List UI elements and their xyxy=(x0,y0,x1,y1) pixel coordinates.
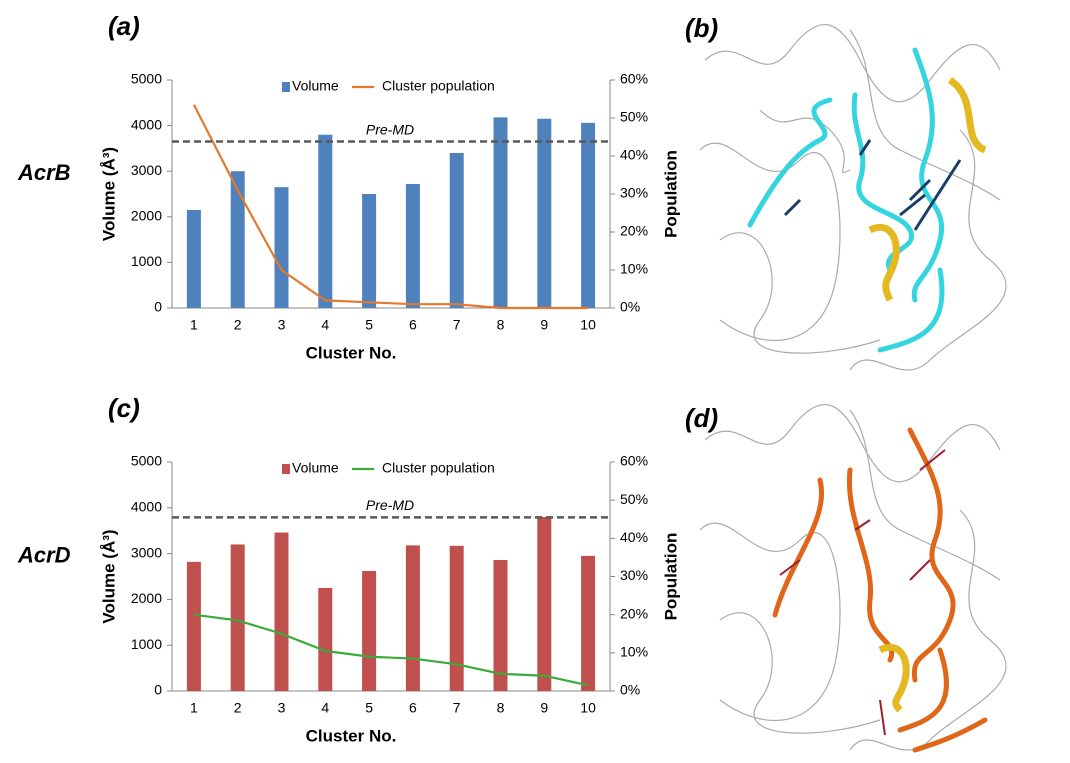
x-tick-label: 1 xyxy=(190,700,198,716)
bar xyxy=(537,119,551,308)
line xyxy=(194,615,588,686)
x-tick-label: 7 xyxy=(453,700,461,716)
y2-tick-label: 0% xyxy=(620,299,640,315)
x-tick-label: 8 xyxy=(497,317,505,333)
x-tick-label: 4 xyxy=(321,317,329,333)
structure-b xyxy=(700,25,1006,370)
y2-tick-label: 20% xyxy=(620,223,648,239)
x-tick-label: 3 xyxy=(278,317,286,333)
y2-tick-label: 40% xyxy=(620,529,648,545)
structure-d xyxy=(700,405,1006,750)
x-tick-label: 10 xyxy=(580,700,596,716)
x-tick-label: 10 xyxy=(580,317,596,333)
y2-tick-label: 10% xyxy=(620,644,648,660)
bar xyxy=(537,517,551,691)
legend-swatch xyxy=(282,82,290,92)
x-tick-label: 9 xyxy=(540,700,548,716)
bar xyxy=(494,560,508,691)
y-axis-title: Volume (Å³) xyxy=(99,147,118,241)
legend-label: Volume xyxy=(292,460,339,476)
x-tick-label: 2 xyxy=(234,700,242,716)
bar xyxy=(275,187,289,308)
y-tick-label: 3000 xyxy=(131,162,162,178)
y-tick-label: 1000 xyxy=(131,636,162,652)
y-tick-label: 5000 xyxy=(131,71,162,87)
x-tick-label: 5 xyxy=(365,700,373,716)
row-label: AcrD xyxy=(17,542,71,567)
bar xyxy=(318,135,332,308)
bar xyxy=(318,588,332,691)
y-tick-label: 5000 xyxy=(131,453,162,469)
y2-tick-label: 20% xyxy=(620,605,648,621)
bar xyxy=(187,210,201,308)
panel-label: (a) xyxy=(108,11,140,41)
y-tick-label: 2000 xyxy=(131,590,162,606)
x-tick-label: 8 xyxy=(497,700,505,716)
reference-label: Pre-MD xyxy=(366,121,414,137)
bar xyxy=(450,153,464,308)
bar xyxy=(581,123,595,308)
x-tick-label: 2 xyxy=(234,317,242,333)
legend-label: Cluster population xyxy=(382,460,495,476)
y2-tick-label: 50% xyxy=(620,109,648,125)
bar xyxy=(406,184,420,308)
y-tick-label: 2000 xyxy=(131,208,162,224)
x-tick-label: 7 xyxy=(453,317,461,333)
panel-label: (b) xyxy=(685,13,718,43)
bar xyxy=(187,562,201,691)
y2-tick-label: 60% xyxy=(620,71,648,87)
y2-axis-title: Population xyxy=(661,150,680,238)
panel-label: (d) xyxy=(685,403,718,433)
bar xyxy=(406,545,420,691)
bar xyxy=(450,546,464,691)
bar xyxy=(494,117,508,308)
y-tick-label: 4000 xyxy=(131,116,162,132)
y-tick-label: 0 xyxy=(154,682,162,698)
y2-axis-title: Population xyxy=(661,533,680,621)
reference-label: Pre-MD xyxy=(366,497,414,513)
y-tick-label: 1000 xyxy=(131,253,162,269)
legend-swatch xyxy=(282,464,290,474)
y2-tick-label: 0% xyxy=(620,682,640,698)
x-axis-title: Cluster No. xyxy=(306,726,397,745)
legend-label: Volume xyxy=(292,78,339,94)
x-tick-label: 4 xyxy=(321,700,329,716)
x-tick-label: 5 xyxy=(365,317,373,333)
bar xyxy=(231,544,245,691)
bar xyxy=(362,571,376,691)
y2-tick-label: 50% xyxy=(620,491,648,507)
legend-label: Cluster population xyxy=(382,78,495,94)
bar xyxy=(362,194,376,308)
x-tick-label: 6 xyxy=(409,700,417,716)
y2-tick-label: 30% xyxy=(620,185,648,201)
x-tick-label: 3 xyxy=(278,700,286,716)
y2-tick-label: 30% xyxy=(620,567,648,583)
y-tick-label: 3000 xyxy=(131,544,162,560)
x-tick-label: 6 xyxy=(409,317,417,333)
x-tick-label: 1 xyxy=(190,317,198,333)
y-axis-title: Volume (Å³) xyxy=(99,529,118,623)
y2-tick-label: 40% xyxy=(620,147,648,163)
y2-tick-label: 60% xyxy=(620,453,648,469)
y-tick-label: 0 xyxy=(154,299,162,315)
y-tick-label: 4000 xyxy=(131,499,162,515)
y2-tick-label: 10% xyxy=(620,261,648,277)
x-tick-label: 9 xyxy=(540,317,548,333)
row-label: AcrB xyxy=(17,160,71,185)
panel-label: (c) xyxy=(108,393,140,423)
x-axis-title: Cluster No. xyxy=(306,343,397,362)
figure: (b) (d) (a)AcrB0100020003000400050000%10… xyxy=(0,0,1070,763)
bar xyxy=(581,556,595,691)
bar xyxy=(275,533,289,691)
